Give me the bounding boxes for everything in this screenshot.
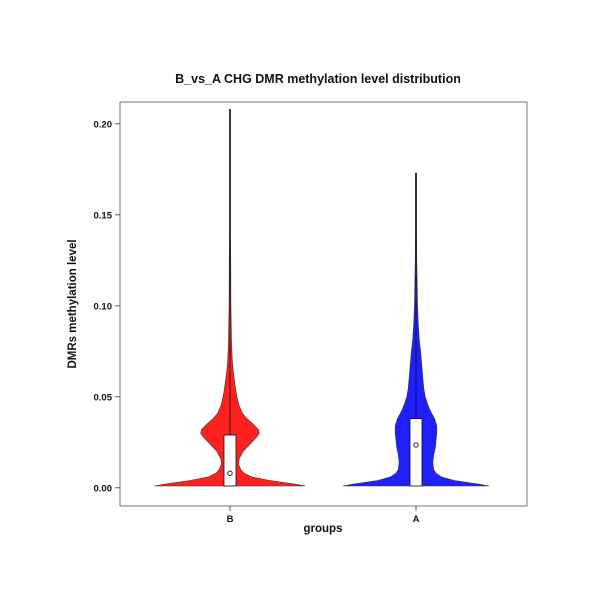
plot-area (119, 101, 528, 507)
median-point (227, 470, 233, 476)
violins-layer (154, 109, 490, 487)
median-point (413, 442, 419, 448)
y-tick-label: 0.15 (94, 210, 113, 221)
y-tick-label: 0.05 (94, 392, 113, 403)
y-axis: 0.00 0.05 0.10 0.15 0.20 (94, 119, 120, 494)
chart-title: B_vs_A CHG DMR methylation level distrib… (175, 72, 461, 86)
y-axis-label: DMRs methylation level (67, 239, 79, 368)
x-axis-label: groups (304, 523, 343, 535)
violin-B (154, 109, 306, 487)
y-tick-label: 0.20 (94, 119, 113, 130)
y-tick-label: 0.00 (94, 483, 113, 494)
x-tick-label: B (227, 514, 234, 525)
iqr-box (409, 418, 423, 487)
iqr-box (223, 434, 237, 487)
violin-A (342, 172, 490, 487)
y-tick-label: 0.10 (94, 301, 113, 312)
x-tick-label: A (413, 514, 420, 525)
